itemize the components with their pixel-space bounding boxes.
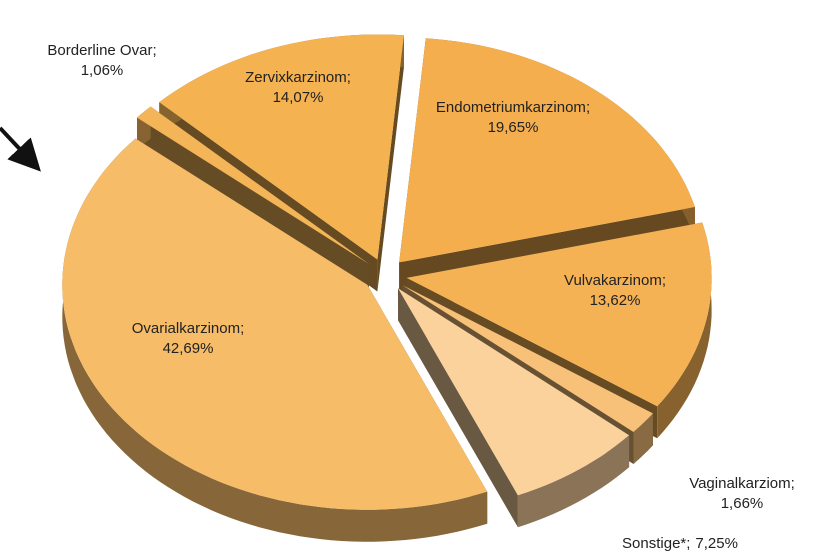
- label-value: 1,66%: [721, 495, 764, 512]
- label-separator: ;: [791, 475, 795, 492]
- label-value: 14,07%: [273, 89, 324, 106]
- label-name: Vaginalkarziom: [689, 475, 790, 492]
- slice-side: [517, 435, 630, 528]
- label-name: Zervixkarzinom: [245, 69, 347, 86]
- label-separator: ;: [152, 42, 156, 59]
- label-name: Borderline Ovar: [47, 42, 152, 59]
- label-value: 13,62%: [590, 292, 641, 309]
- data-label: Borderline Ovar; 1,06%: [47, 42, 156, 79]
- data-labels: Endometriumkarzinom; 19,65% Vulvakarzinom;…: [47, 42, 794, 552]
- slice: [159, 34, 404, 260]
- slice: [62, 138, 488, 510]
- label-separator: ;: [586, 99, 590, 116]
- arrow: [0, 126, 41, 172]
- label-separator: ;: [686, 535, 690, 552]
- slice: [398, 288, 630, 496]
- slice-side: [633, 413, 653, 464]
- label-value: 19,65%: [488, 119, 539, 136]
- slice: [399, 38, 695, 263]
- data-label: Zervixkarzinom; 14,07%: [245, 69, 351, 106]
- label-value: 1,06%: [81, 62, 124, 79]
- label-value: 7,25%: [695, 535, 738, 552]
- data-label: Endometriumkarzinom; 19,65%: [436, 99, 590, 136]
- label-name: Ovarialkarzinom: [132, 320, 240, 337]
- data-label: Ovarialkarzinom; 42,69%: [132, 320, 245, 357]
- slice-wall: [398, 288, 518, 528]
- data-label: Vaginalkarziom; 1,66%: [689, 475, 795, 512]
- data-label: Vulvakarzinom; 13,62%: [564, 272, 666, 309]
- label-separator: ;: [347, 69, 351, 86]
- label-name: Endometriumkarzinom: [436, 99, 586, 116]
- label-value: 42,69%: [163, 340, 214, 357]
- slice: [402, 285, 653, 432]
- label-name: Sonstige*: [622, 535, 686, 552]
- slice: [137, 106, 369, 264]
- slice-tops: [62, 34, 712, 510]
- slice-wall: [377, 35, 404, 292]
- label-separator: ;: [240, 320, 244, 337]
- label-separator: ;: [662, 272, 666, 289]
- slice: [406, 222, 712, 407]
- data-label: Sonstige*; 7,25%: [622, 535, 738, 552]
- label-name: Vulvakarzinom: [564, 272, 662, 289]
